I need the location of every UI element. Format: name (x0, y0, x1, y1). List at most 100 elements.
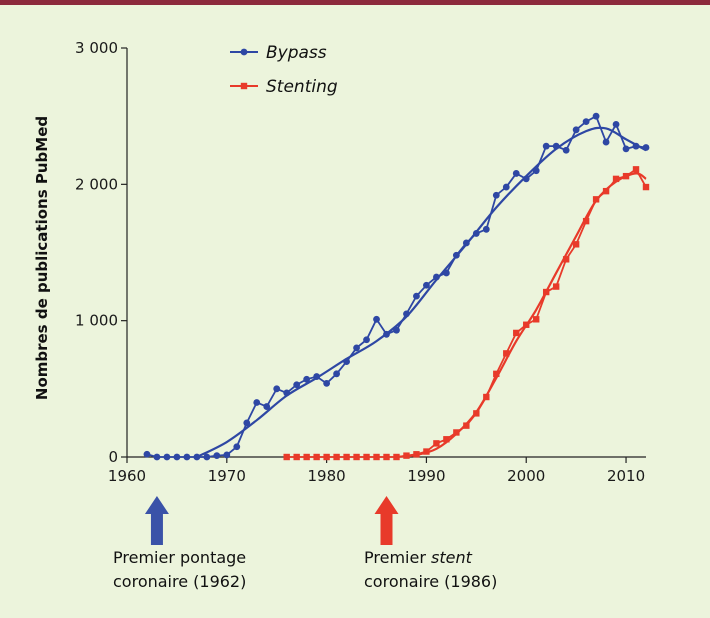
data-point-stenting (513, 329, 520, 337)
annotation-bypass: Premier pontage coronaire (1962) (113, 546, 246, 594)
data-point-stenting (533, 316, 540, 323)
y-tick-label: 1 000 (75, 312, 118, 330)
x-tick-label: 1960 (108, 467, 146, 485)
data-point-stenting (383, 453, 390, 461)
data-point-bypass (353, 344, 360, 352)
data-point-bypass (303, 375, 311, 383)
data-point-stenting (413, 451, 420, 458)
data-point-stenting (313, 453, 320, 461)
data-point-stenting (403, 452, 410, 459)
data-point-stenting (353, 453, 360, 461)
y-axis-title: Nombres de publications PubMed (33, 116, 51, 400)
data-point-stenting (443, 436, 450, 443)
legend-marker-bypass (240, 48, 248, 56)
legend-label-stenting: Stenting (266, 77, 338, 97)
data-point-stenting (343, 453, 350, 461)
x-tick-label: 1990 (407, 467, 445, 485)
data-point-stenting (283, 453, 290, 461)
series-line-stenting (286, 168, 647, 458)
axes: 0 1 000 2 000 3 000 1960 1970 1980 1990 2000 2010 (75, 39, 646, 485)
data-point-stenting (602, 187, 610, 195)
data-point-stenting (393, 453, 400, 461)
data-point-bypass (532, 167, 540, 175)
data-point-bypass (213, 452, 221, 460)
data-point-bypass (472, 230, 480, 237)
data-point-stenting (423, 448, 430, 455)
y-tick-label: 2 000 (75, 175, 118, 193)
data-point-stenting (463, 422, 470, 429)
data-point-bypass (363, 336, 370, 344)
data-point-bypass (582, 118, 590, 126)
data-point-stenting (363, 453, 370, 461)
data-point-bypass (592, 112, 600, 120)
x-tick-label: 1970 (208, 467, 246, 485)
data-point-bypass (512, 170, 520, 177)
data-point-bypass (243, 419, 251, 427)
series-line-bypass (146, 114, 647, 458)
data-point-stenting (542, 288, 550, 296)
data-point-bypass (263, 403, 271, 410)
data-point-stenting (523, 321, 530, 328)
data-point-stenting (293, 453, 300, 461)
data-point-bypass (233, 443, 241, 451)
data-point-stenting (642, 183, 650, 191)
data-point-bypass (393, 326, 400, 334)
data-point-bypass (602, 138, 610, 146)
annotation-stent-line1-em: stent (430, 548, 472, 567)
data-point-bypass (442, 269, 450, 277)
data-point-bypass (433, 273, 440, 281)
annotation-stent-line1: Premier stent (364, 546, 497, 570)
y-tick-label: 0 (108, 448, 118, 466)
data-point-bypass (373, 315, 380, 323)
data-point-bypass (552, 142, 560, 150)
data-point-stenting (493, 370, 500, 378)
top-accent-bar (0, 0, 710, 5)
annotation-arrows (144, 496, 399, 545)
y-tick-label: 3 000 (75, 39, 118, 57)
data-point-bypass (173, 453, 181, 461)
data-point-stenting (453, 429, 460, 436)
annotation-stent-line2: coronaire (1986) (364, 572, 498, 591)
data-point-stenting (473, 410, 480, 417)
series-lines (143, 112, 650, 461)
data-point-bypass (423, 281, 430, 289)
data-point-stenting (612, 175, 620, 183)
data-point-bypass (343, 358, 350, 365)
annotation-bypass-line2: coronaire (1962) (113, 572, 247, 591)
data-point-bypass (283, 389, 291, 397)
data-point-bypass (642, 144, 650, 151)
data-point-bypass (333, 370, 340, 378)
data-point-bypass (183, 453, 191, 461)
data-point-bypass (323, 379, 331, 387)
data-point-stenting (323, 453, 330, 461)
data-point-stenting (303, 453, 310, 461)
x-tick-label: 2010 (607, 467, 645, 485)
data-point-bypass (562, 146, 570, 154)
data-point-stenting (333, 453, 340, 461)
data-point-stenting (552, 283, 560, 290)
legend-label-bypass: Bypass (266, 43, 327, 63)
data-point-stenting (582, 217, 590, 225)
data-point-bypass (143, 450, 151, 458)
data-point-bypass (482, 225, 490, 233)
data-point-bypass (622, 145, 630, 153)
data-point-bypass (542, 142, 550, 150)
data-point-bypass (522, 175, 530, 183)
series-stenting (283, 166, 650, 461)
data-point-bypass (203, 453, 211, 461)
data-point-stenting (572, 241, 580, 248)
data-point-stenting (592, 196, 600, 203)
data-point-bypass (253, 399, 261, 406)
data-point-bypass (153, 453, 161, 461)
data-point-bypass (293, 381, 301, 389)
data-point-bypass (632, 142, 640, 150)
arrow-up-icon-stent (374, 496, 399, 545)
data-point-stenting (632, 166, 640, 173)
data-point-stenting (503, 350, 510, 357)
data-point-stenting (562, 256, 570, 263)
data-point-stenting (433, 440, 440, 447)
arrow-up-icon-bypass (144, 496, 169, 545)
x-tick-label: 1980 (308, 467, 346, 485)
x-tick-label: 2000 (507, 467, 545, 485)
